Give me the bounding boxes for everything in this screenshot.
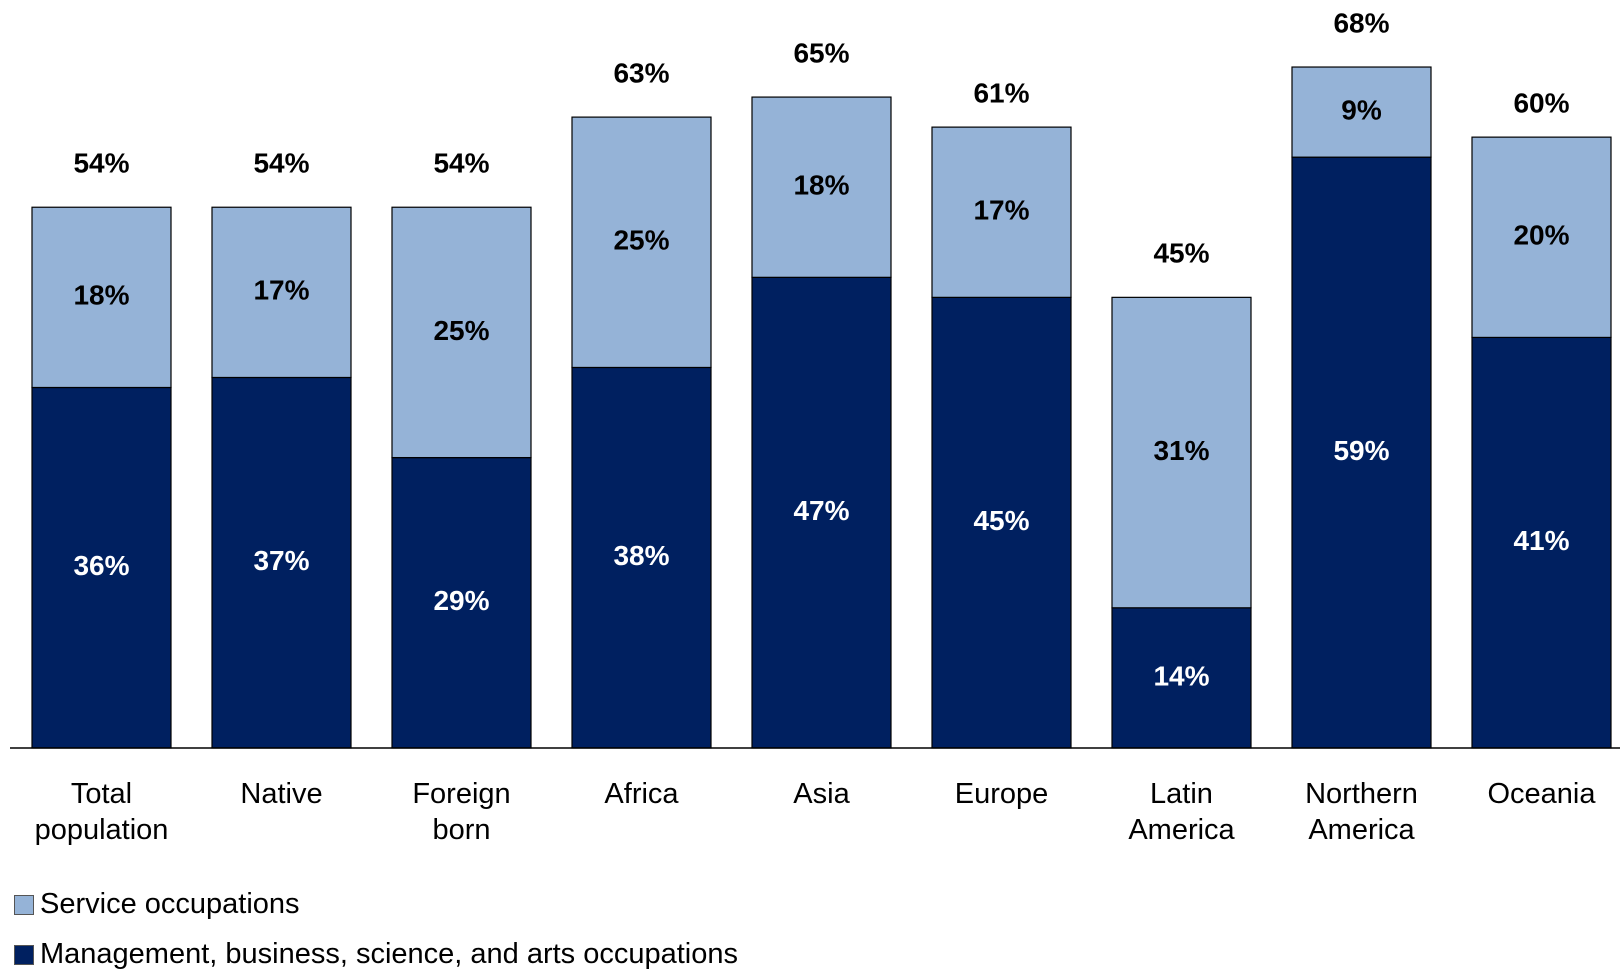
value-label: 45% <box>973 505 1029 536</box>
total-label: 65% <box>793 37 849 68</box>
x-tick-label: Asia <box>793 778 850 810</box>
x-tick-label: Total population <box>34 778 169 846</box>
value-label: 36% <box>73 550 129 581</box>
value-label: 29% <box>433 585 489 616</box>
bar-segment <box>751 96 892 278</box>
legend-swatch <box>14 944 34 965</box>
bar-segment <box>571 116 712 369</box>
bar-segment <box>1291 66 1432 158</box>
bar-segment <box>1471 336 1612 749</box>
bar-segment <box>1291 156 1432 749</box>
legend-swatch <box>14 894 34 915</box>
value-label: 14% <box>1153 660 1209 691</box>
bar-segment <box>931 126 1072 298</box>
bar-segment <box>1111 296 1252 609</box>
total-label: 68% <box>1333 7 1389 38</box>
total-label: 63% <box>613 57 669 88</box>
value-label: 41% <box>1513 525 1569 556</box>
value-label: 17% <box>973 195 1029 226</box>
value-label: 18% <box>73 280 129 311</box>
total-label: 60% <box>1513 88 1569 119</box>
bar-segment <box>31 206 172 389</box>
value-label: 38% <box>613 540 669 571</box>
value-label: 37% <box>253 545 309 576</box>
bar-segment <box>931 296 1072 749</box>
bar-segment <box>391 456 532 749</box>
bar-segment <box>1111 607 1252 749</box>
x-tick-label: Oceania <box>1487 778 1596 810</box>
total-label: 54% <box>73 148 129 179</box>
x-tick-label: Northern America <box>1305 778 1418 846</box>
legend-item: Management, business, science, and arts … <box>14 938 738 971</box>
bar-segment <box>1471 136 1612 339</box>
value-label: 47% <box>793 495 849 526</box>
value-label: 59% <box>1333 435 1389 466</box>
total-label: 54% <box>253 148 309 179</box>
x-tick-label: Native <box>240 778 323 810</box>
bar-segment <box>211 206 352 379</box>
x-tick-label: Latin America <box>1128 778 1235 846</box>
value-label: 9% <box>1341 94 1382 125</box>
legend-label: Service occupations <box>40 888 300 920</box>
value-label: 20% <box>1513 220 1569 251</box>
total-label: 54% <box>433 148 489 179</box>
x-tick-label: Foreign born <box>412 778 511 846</box>
legend-label: Management, business, science, and arts … <box>40 938 739 970</box>
value-label: 25% <box>613 225 669 256</box>
value-label: 25% <box>433 315 489 346</box>
total-label: 61% <box>973 78 1029 109</box>
bar-segment <box>391 206 532 459</box>
value-label: 31% <box>1153 435 1209 466</box>
value-label: 17% <box>253 275 309 306</box>
bar-segment <box>31 386 172 749</box>
x-tick-label: Europe <box>954 778 1049 810</box>
value-label: 18% <box>793 170 849 201</box>
bar-segment <box>571 366 712 749</box>
x-tick-label: Africa <box>604 778 679 810</box>
legend-item: Service occupations <box>14 888 300 921</box>
total-label: 45% <box>1153 238 1209 269</box>
